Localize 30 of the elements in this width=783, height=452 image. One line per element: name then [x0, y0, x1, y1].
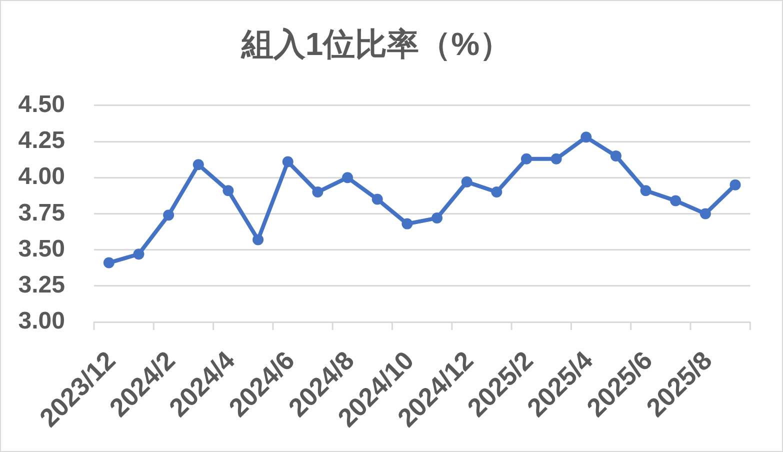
point	[461, 176, 472, 188]
point	[103, 257, 114, 268]
y-tick-label: 3.25	[18, 272, 65, 299]
point	[580, 132, 592, 143]
point	[163, 210, 174, 221]
y-tick-label: 4.25	[18, 127, 65, 154]
point	[402, 218, 413, 230]
point	[520, 153, 532, 164]
y-tick-label: 4.50	[18, 91, 65, 118]
point	[670, 195, 682, 206]
point	[700, 208, 711, 220]
point	[640, 185, 652, 196]
y-tick-label: 3.00	[18, 308, 65, 335]
point	[730, 179, 741, 190]
point	[610, 150, 622, 162]
point	[312, 186, 324, 198]
point	[222, 185, 234, 196]
point	[252, 234, 264, 246]
point	[192, 159, 204, 170]
y-tick-label: 3.75	[18, 199, 65, 226]
point	[550, 153, 562, 164]
point	[432, 212, 442, 224]
chart-title: 組入1位比率（%）	[240, 26, 512, 62]
point	[491, 186, 502, 198]
point	[342, 172, 354, 184]
y-tick-label: 3.50	[18, 235, 65, 262]
y-tick-label: 4.00	[18, 163, 65, 190]
point	[282, 156, 294, 168]
point	[133, 248, 144, 260]
point	[372, 194, 383, 205]
